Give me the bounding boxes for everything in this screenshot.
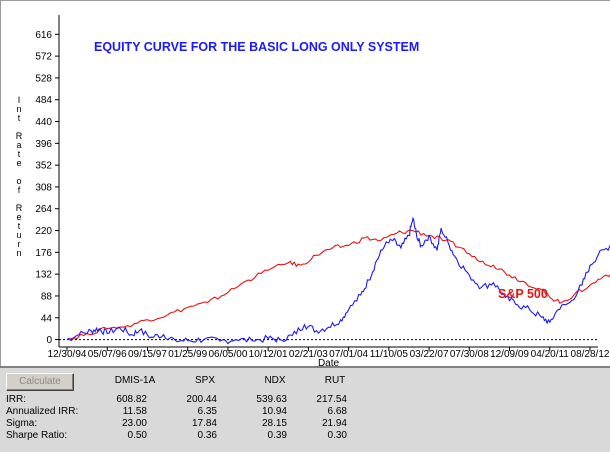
x-tick-label: 03/22/07 (410, 349, 449, 360)
x-tick-label: 04/20/11 (531, 349, 570, 360)
cell-sigma-spx: 17.84 (191, 418, 217, 429)
x-tick-label: 05/07/96 (88, 349, 127, 360)
y-tick-label: 440 (35, 117, 52, 128)
y-tick-label: 88 (41, 291, 53, 302)
column-header-rut: RUT (324, 375, 346, 386)
y-tick-label: 220 (35, 226, 52, 237)
y-tick-label: 484 (35, 95, 52, 106)
cell-sigma-rut: 21.94 (321, 418, 347, 429)
sp500-series-label: S&P 500 (498, 287, 548, 301)
x-tick-label: 08/28/12 (571, 349, 610, 360)
column-header-dmis: DMIS-1A (114, 375, 156, 386)
chart-area: 0 44 88 132 176 220 264 308 352 396 440 484 528 572 61… (0, 0, 610, 367)
x-tick-label: 12/09/09 (490, 349, 529, 360)
cell-annualized-spx: 6.35 (197, 406, 217, 417)
cell-sharpe-spx: 0.36 (197, 430, 217, 441)
row-label-irr: IRR: (6, 394, 26, 405)
x-tick-label: 07/01/04 (329, 349, 368, 360)
y-tick-label: 352 (35, 161, 52, 172)
chart-title: EQUITY CURVE FOR THE BASIC LONG ONLY SYS… (94, 40, 419, 54)
column-header-ndx: NDX (264, 375, 286, 386)
row-label-sharpe: Sharpe Ratio: (6, 430, 68, 441)
y-tick-label: 572 (35, 52, 52, 63)
y-tick-label: 176 (35, 248, 52, 259)
y-tick-label: 528 (35, 73, 52, 84)
series-line-sp500 (66, 229, 610, 341)
cell-sigma-ndx: 28.15 (261, 418, 287, 429)
x-tick-label: 07/30/08 (450, 349, 489, 360)
cell-sharpe-dmis: 0.50 (127, 430, 147, 441)
cell-annualized-dmis: 11.58 (122, 406, 147, 417)
cell-irr-ndx: 539.63 (256, 394, 287, 405)
x-tick-label: 02/21/03 (289, 349, 328, 360)
y-tick-label: 132 (35, 270, 52, 281)
x-tick-label: 12/30/94 (48, 349, 87, 360)
series-line-dmis (66, 216, 610, 345)
cell-irr-dmis: 608.82 (116, 394, 147, 405)
y-tick-label: 264 (35, 204, 52, 215)
cell-sigma-dmis: 23.00 (121, 418, 147, 429)
cell-annualized-ndx: 10.94 (261, 406, 287, 417)
calculate-button[interactable]: Calculate (6, 373, 74, 391)
x-tick-label: 11/10/05 (370, 349, 409, 360)
y-tick-label: 308 (35, 182, 52, 193)
x-tick-label: 06/05/00 (208, 349, 247, 360)
cell-irr-rut: 217.54 (316, 394, 347, 405)
stats-panel: Calculate DMIS-1A SPX NDX RUT IRR: 608.8… (0, 366, 610, 452)
row-label-sigma: Sigma: (6, 418, 38, 429)
y-tick-label: 396 (35, 139, 52, 150)
row-label-annualized-irr: Annualized IRR: (6, 406, 79, 417)
x-tick-label: 09/15/97 (128, 349, 167, 360)
cell-annualized-rut: 6.68 (327, 406, 347, 417)
column-header-spx: SPX (194, 375, 215, 386)
equity-chart: 0 44 88 132 176 220 264 308 352 396 440 484 528 572 61… (35, 15, 610, 367)
x-tick-label: 01/25/99 (168, 349, 207, 360)
cell-sharpe-ndx: 0.39 (267, 430, 287, 441)
x-axis-title: Date (318, 358, 340, 367)
cell-sharpe-rut: 0.30 (327, 430, 347, 441)
x-tick-label: 10/12/01 (249, 349, 288, 360)
y-tick-label: 616 (35, 30, 52, 41)
y-tick-label: 0 (46, 335, 52, 346)
y-tick-label: 44 (41, 313, 53, 324)
cell-irr-spx: 200.44 (186, 394, 217, 405)
